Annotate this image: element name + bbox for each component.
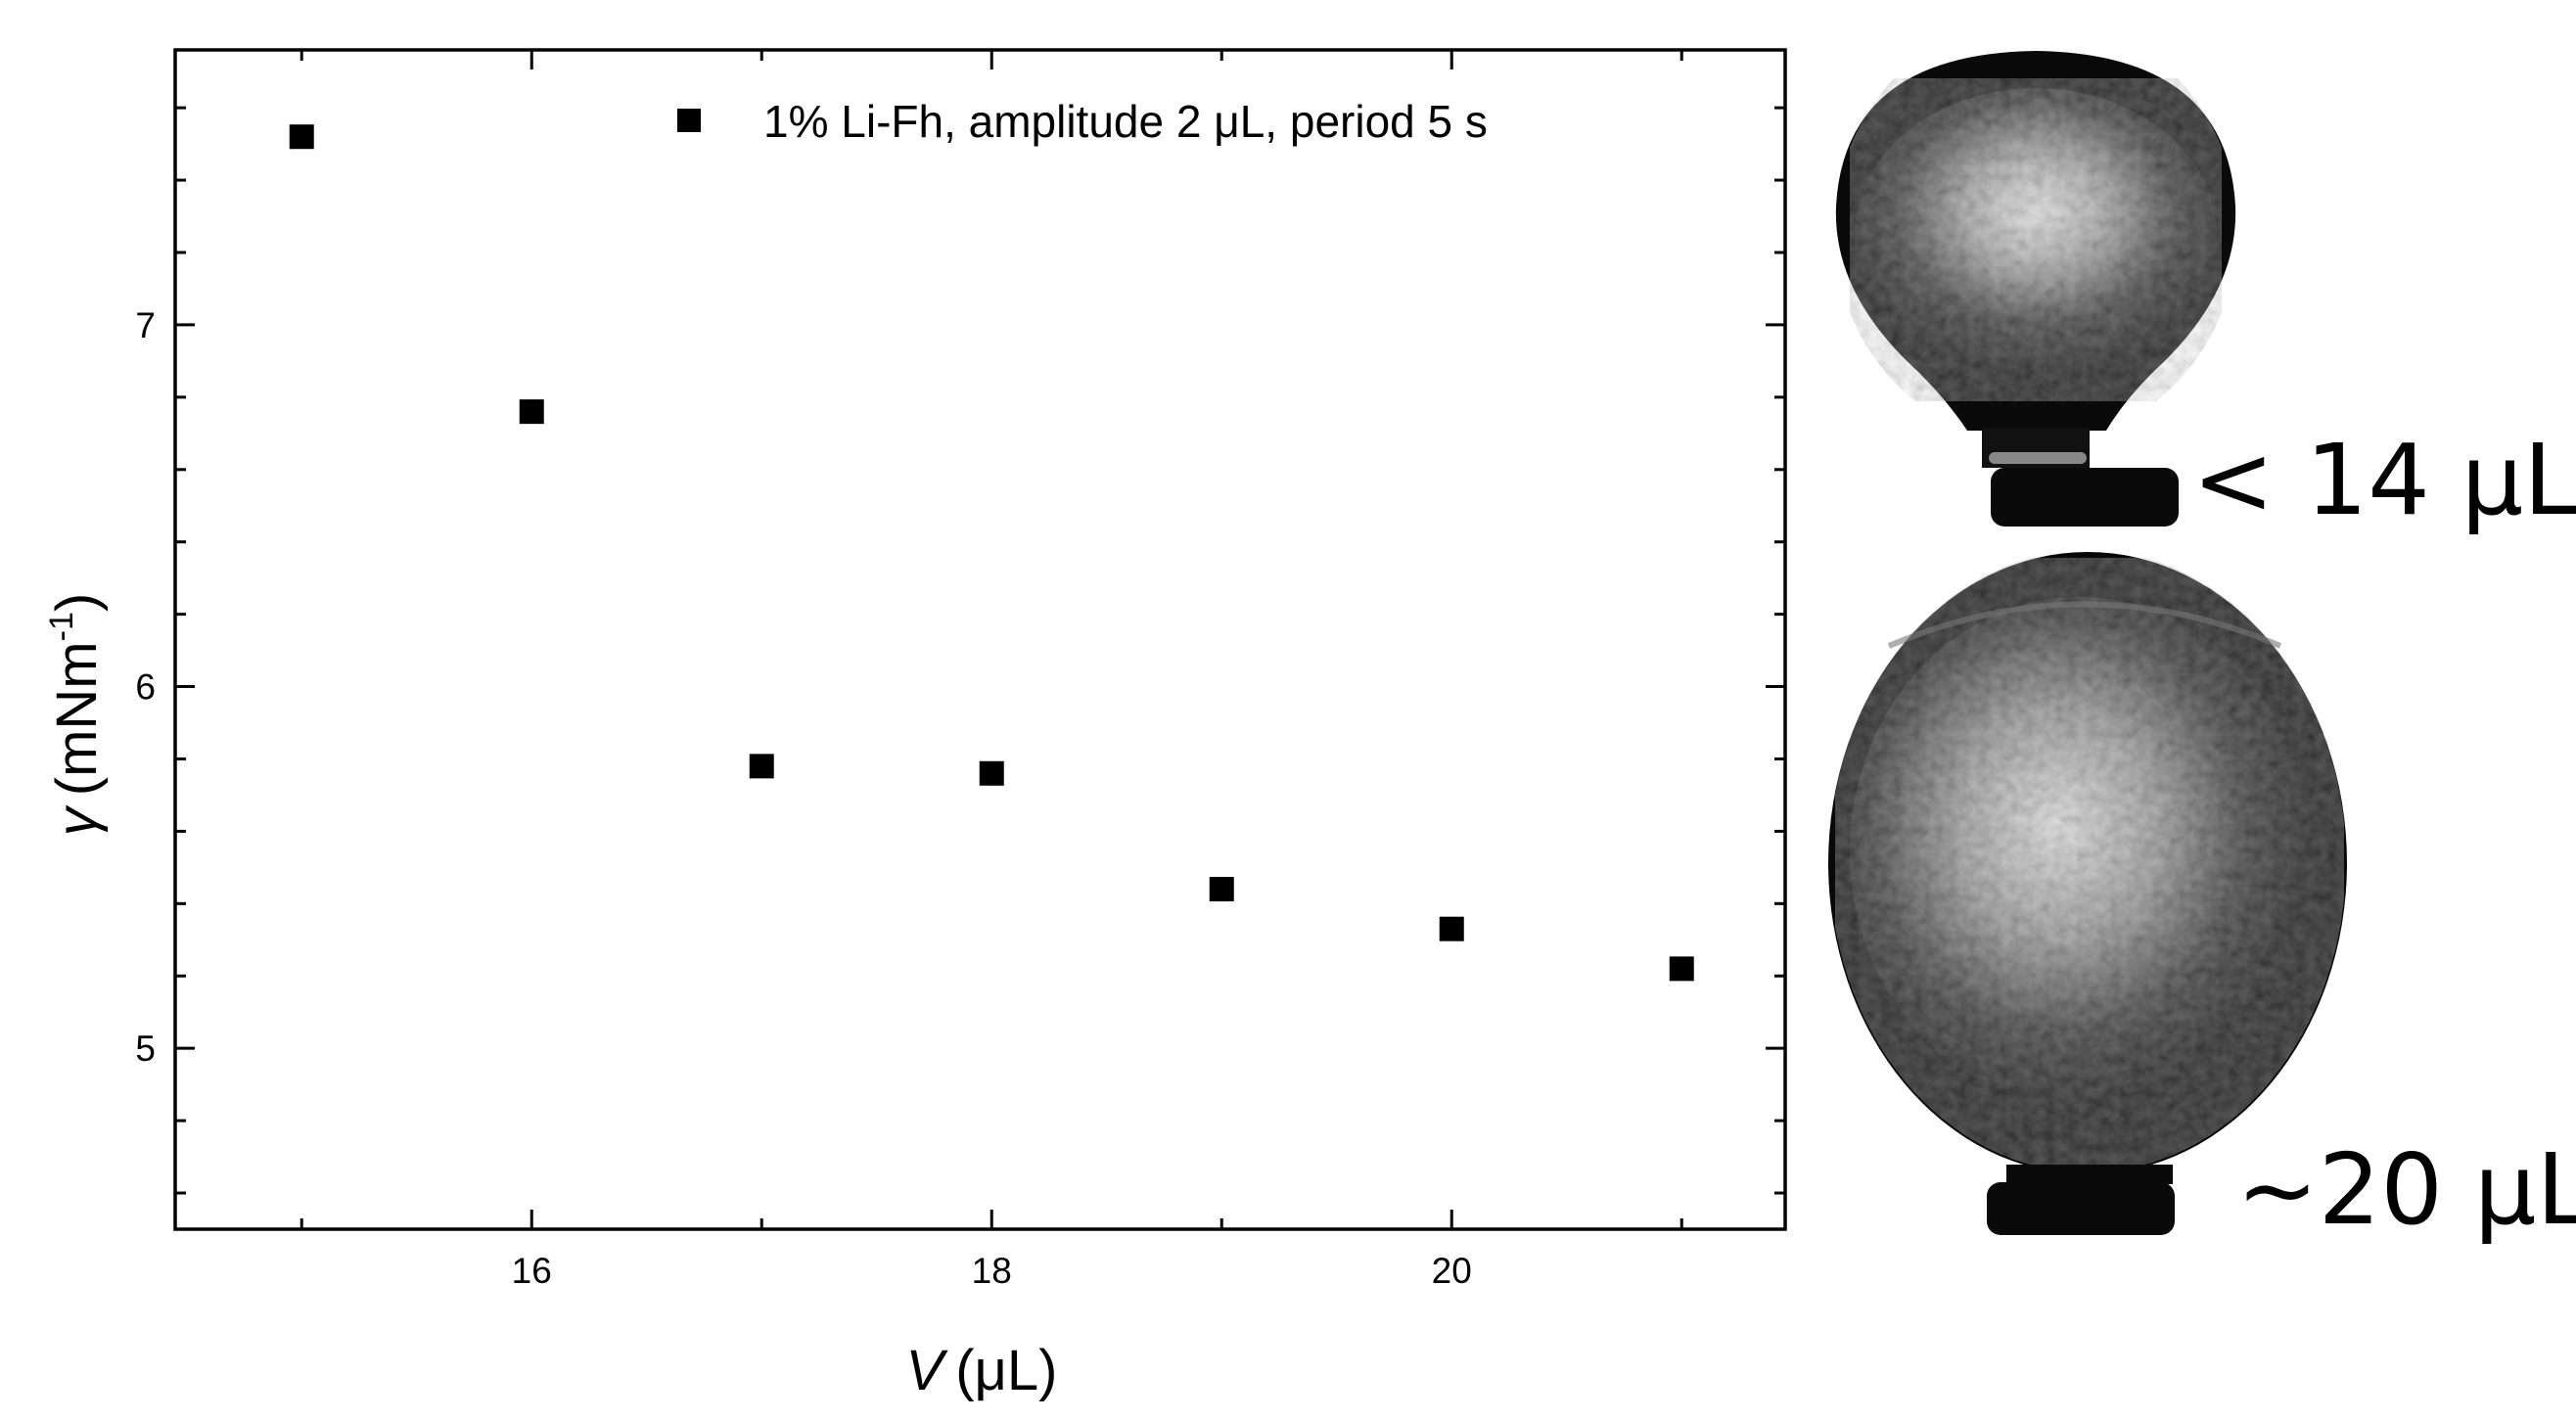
data-point: [519, 399, 544, 425]
large-droplet-image: [1828, 552, 2347, 1235]
small-droplet-image: [1835, 51, 2236, 527]
small-droplet-label: < 14 μL: [2192, 423, 2576, 537]
x-tick-label: 16: [512, 1251, 552, 1291]
y-tick-label: 6: [135, 667, 156, 708]
y-tick-label: 7: [135, 305, 156, 345]
x-tick-label: 18: [972, 1251, 1012, 1291]
plot-frame: [173, 48, 1787, 1231]
data-point: [289, 124, 314, 150]
legend-label: 1% Li-Fh, amplitude 2 μL, period 5 s: [763, 96, 1488, 147]
data-point: [1209, 877, 1234, 902]
legend-marker: [677, 109, 701, 132]
data-point: [1669, 956, 1694, 982]
legend: 1% Li-Fh, amplitude 2 μL, period 5 s: [677, 96, 1488, 147]
axis-tick-labels: 16 18 20 5 6 7: [135, 305, 1471, 1291]
x-tick-label: 20: [1432, 1251, 1472, 1291]
x-axis-title: V (μL): [906, 1339, 1058, 1402]
data-points: [289, 124, 1694, 982]
data-point: [749, 754, 774, 779]
data-point: [1439, 916, 1464, 941]
axis-ticks: [175, 50, 1785, 1229]
y-axis-title: γ(mNm-1): [43, 593, 109, 836]
data-point: [979, 760, 1004, 786]
large-droplet-label: ~20 μL: [2236, 1132, 2576, 1247]
y-tick-label: 5: [135, 1029, 156, 1069]
